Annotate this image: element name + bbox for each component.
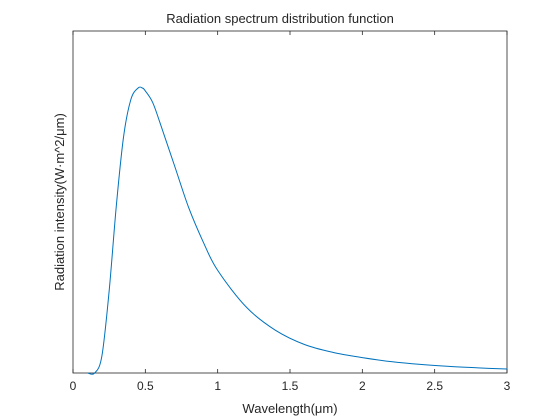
x-axis-ticks: 0 0.5 1 1.5 2 2.5 3 xyxy=(70,31,511,393)
x-tick-label: 0 xyxy=(70,379,77,393)
x-tick-label: 1.5 xyxy=(282,379,299,393)
plot-area xyxy=(72,30,508,374)
radiation-spectrum-curve xyxy=(87,86,508,375)
x-tick-label: 1 xyxy=(214,379,221,393)
x-tick-label: 2.5 xyxy=(426,379,443,393)
chart-title: Radiation spectrum distribution function xyxy=(166,11,394,26)
x-tick-label: 2 xyxy=(359,379,366,393)
x-tick-label: 3 xyxy=(504,379,511,393)
y-axis-label: Radiation intensity(W·m^2/μm) xyxy=(52,113,67,291)
x-axis-label: Wavelength(μm) xyxy=(242,401,337,416)
x-tick-label: 0.5 xyxy=(137,379,154,393)
